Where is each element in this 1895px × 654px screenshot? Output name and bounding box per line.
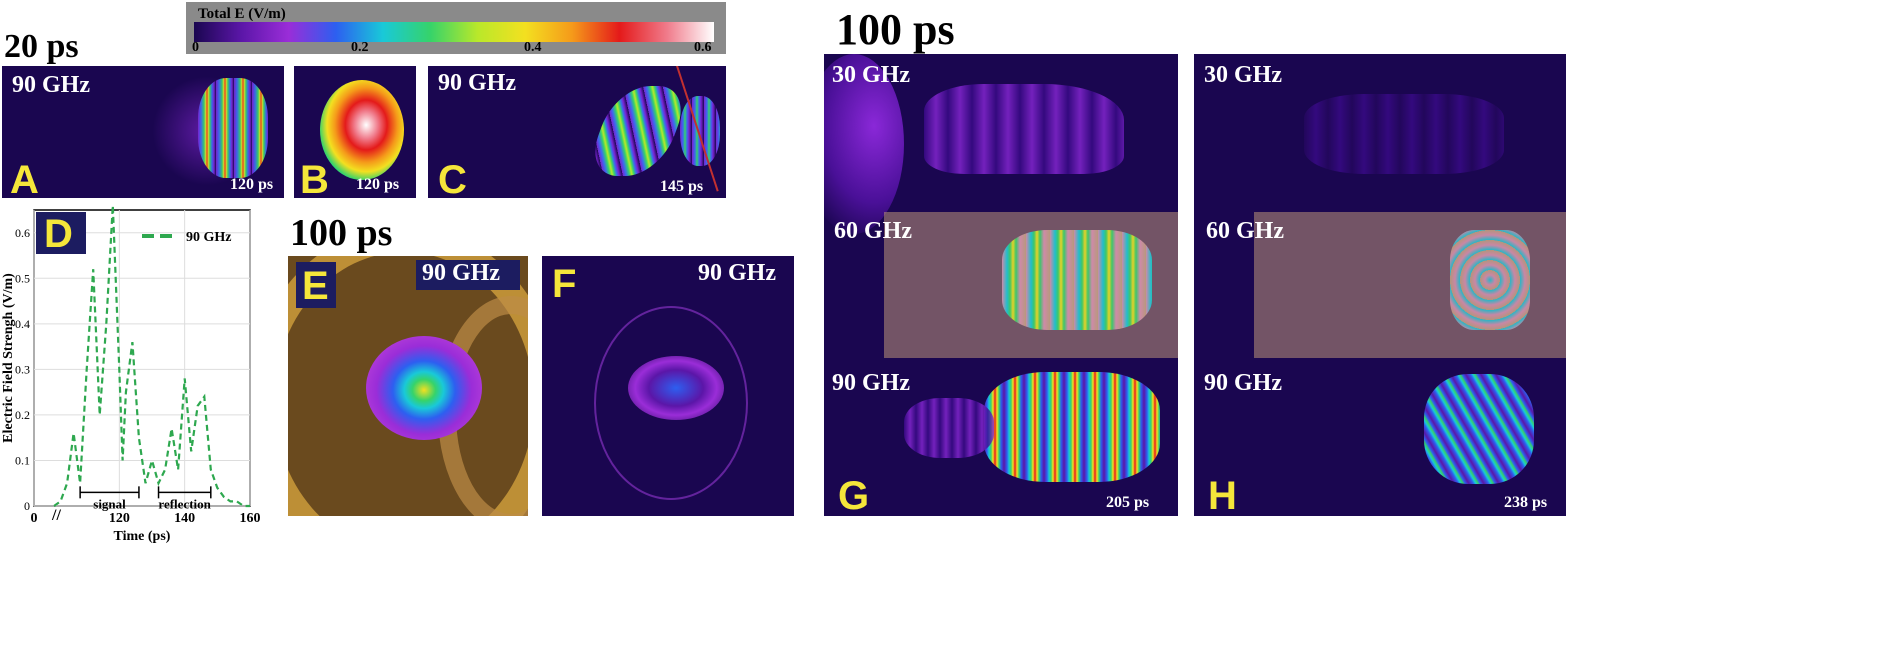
panel-g-30ghz-arc xyxy=(824,54,904,234)
panel-g-90ghz-field xyxy=(984,372,1160,482)
series-90ghz-line xyxy=(53,205,250,508)
y-tick-label: 0.1 xyxy=(15,453,30,467)
panel-f-letter: F xyxy=(552,262,577,306)
panel-h-letter: H xyxy=(1208,474,1237,516)
panel-h-90ghz-field xyxy=(1424,374,1534,484)
axis-break: // xyxy=(51,507,61,524)
annotation-label: reflection xyxy=(158,496,211,511)
y-tick-label: 0.2 xyxy=(15,408,30,422)
panel-g: 30 GHz 60 GHz 90 GHz G 205 ps xyxy=(824,54,1178,516)
y-tick-label: 0.4 xyxy=(15,317,30,331)
panel-a: 90 GHz A 120 ps xyxy=(2,66,284,198)
panel-g-90ghz-tail xyxy=(904,398,994,458)
panel-h-time: 238 ps xyxy=(1504,494,1548,511)
panel-d-letter-box xyxy=(36,212,86,254)
annotation-label: signal xyxy=(93,496,126,511)
colorbar: Total E (V/m) 0 0.2 0.4 0.6 xyxy=(186,2,726,55)
panel-f-ring xyxy=(594,306,748,500)
y-axis-label: Electric Field Strengh (V/m) xyxy=(1,273,16,443)
panel-f: 90 GHz F xyxy=(542,256,794,516)
panel-d-letter: D xyxy=(44,212,73,256)
panel-g-time: 205 ps xyxy=(1106,494,1150,511)
panel-h-freq-60: 60 GHz xyxy=(1206,218,1284,244)
panel-b-time: 120 ps xyxy=(356,176,400,193)
panel-f-freq: 90 GHz xyxy=(698,260,776,286)
panel-c-wavefronts xyxy=(583,86,693,176)
legend-label: 90 GHz xyxy=(186,230,232,245)
panel-g-freq-90: 90 GHz xyxy=(832,370,910,396)
panel-b-letter: B xyxy=(300,158,329,198)
panel-g-freq-30: 30 GHz xyxy=(832,62,910,88)
colorbar-title: Total E (V/m) xyxy=(198,6,286,22)
electric-field-chart: 0 0.1 0.2 0.3 0.4 0.5 0.6 0 120 140 160 signal ref… xyxy=(1,205,261,544)
panel-e-freq-box xyxy=(416,260,520,290)
panel-c-wavefronts-2 xyxy=(680,96,720,166)
y-tick-labels: 0 0.1 0.2 0.3 0.4 0.5 0.6 xyxy=(15,226,30,513)
panel-c-freq: 90 GHz xyxy=(438,70,516,96)
panel-h-freq-90: 90 GHz xyxy=(1204,370,1282,396)
panel-c-time: 145 ps xyxy=(660,178,704,195)
panel-a-time: 120 ps xyxy=(230,176,274,193)
colorbar-tick-3: 0.6 xyxy=(694,40,712,55)
section-title-100ps-middle: 100 ps xyxy=(290,212,393,254)
panel-a-letter: A xyxy=(10,158,39,198)
x-tick-label: 160 xyxy=(240,511,261,526)
panel-g-30ghz-field xyxy=(924,84,1124,174)
section-title-100ps-right: 100 ps xyxy=(836,5,955,54)
x-axis-label: Time (ps) xyxy=(114,529,171,544)
x-tick-label: 0 xyxy=(31,511,38,526)
panel-c: 90 GHz C 145 ps xyxy=(428,66,726,198)
colorbar-tick-1: 0.2 xyxy=(351,40,369,55)
colorbar-tick-2: 0.4 xyxy=(524,40,542,55)
panel-g-letter: G xyxy=(838,474,870,516)
panel-d: 0 0.1 0.2 0.3 0.4 0.5 0.6 0 120 140 160 signal ref… xyxy=(0,205,276,544)
panel-h-30ghz-field xyxy=(1304,94,1504,174)
y-tick-label: 0 xyxy=(24,499,30,513)
panel-g-freq-60: 60 GHz xyxy=(834,218,912,244)
panel-b: B 120 ps xyxy=(294,66,416,198)
y-tick-label: 0.3 xyxy=(15,362,30,376)
y-tick-label: 0.5 xyxy=(15,271,30,285)
section-title-20ps: 20 ps xyxy=(4,28,79,65)
panel-e-freq: 90 GHz xyxy=(422,260,500,286)
panel-h: 30 GHz 60 GHz 90 GHz H 238 ps xyxy=(1194,54,1566,516)
colorbar-tick-0: 0 xyxy=(192,40,199,55)
panel-e-letter: E xyxy=(302,264,329,308)
panel-a-wavefronts xyxy=(198,78,268,178)
panel-e-field xyxy=(366,336,482,440)
panel-f-field xyxy=(628,356,724,420)
panel-h-60ghz-field xyxy=(1450,230,1530,330)
panel-e: 90 GHz E xyxy=(288,256,528,516)
x-tick-labels: 0 120 140 160 xyxy=(31,511,261,526)
panel-g-60ghz-field xyxy=(1002,230,1152,330)
colorbar-gradient xyxy=(194,22,714,42)
panel-a-freq: 90 GHz xyxy=(12,72,90,98)
x-tick-label: 120 xyxy=(109,511,130,526)
panel-e-letter-box xyxy=(296,262,336,308)
x-tick-label: 140 xyxy=(174,511,195,526)
panel-h-freq-30: 30 GHz xyxy=(1204,62,1282,88)
y-tick-label: 0.6 xyxy=(15,226,30,240)
annotations: signal reflection xyxy=(79,486,212,511)
panel-b-hotspot xyxy=(320,80,404,180)
panel-c-letter: C xyxy=(438,158,467,198)
